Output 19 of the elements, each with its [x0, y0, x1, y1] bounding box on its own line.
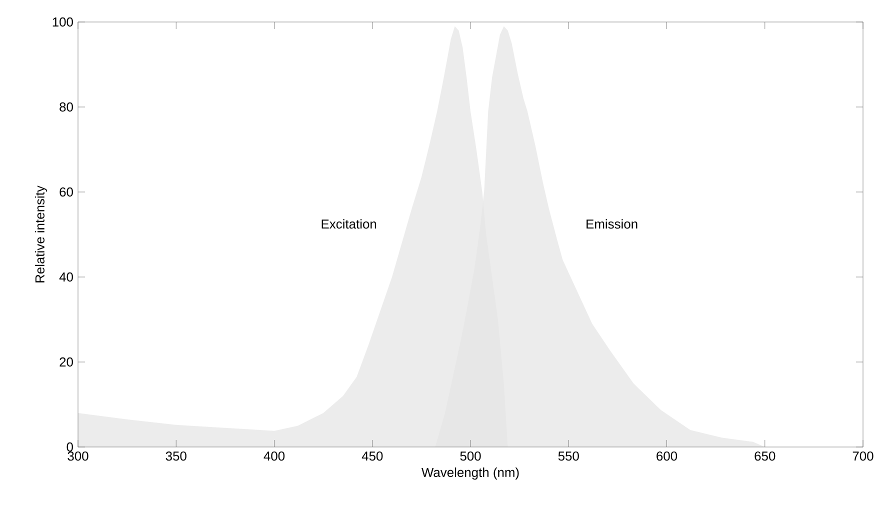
- x-tick-label: 350: [166, 452, 186, 461]
- x-tick-label: 300: [68, 452, 88, 461]
- y-tick-label: 20: [60, 357, 73, 367]
- y-tick-label: 60: [60, 187, 73, 197]
- x-axis-title: Wavelength (nm): [422, 468, 519, 480]
- x-tick-label: 550: [558, 452, 579, 461]
- x-tick-label: 700: [852, 452, 874, 461]
- x-tick-label: 400: [264, 452, 285, 461]
- y-tick-label: 100: [52, 17, 73, 27]
- y-tick-label: 80: [60, 102, 73, 112]
- text: Emission: [586, 219, 638, 229]
- y-tick-label: 0: [66, 442, 73, 452]
- text: Excitation: [322, 219, 376, 229]
- x-tick-label: 650: [754, 452, 776, 461]
- x-tick-label: 450: [362, 452, 383, 461]
- y-axis-title: Relative intensity: [34, 186, 48, 282]
- x-tick-label: 500: [460, 452, 481, 461]
- x-tick-label: 600: [656, 452, 678, 461]
- y-tick-label: 40: [59, 272, 73, 282]
